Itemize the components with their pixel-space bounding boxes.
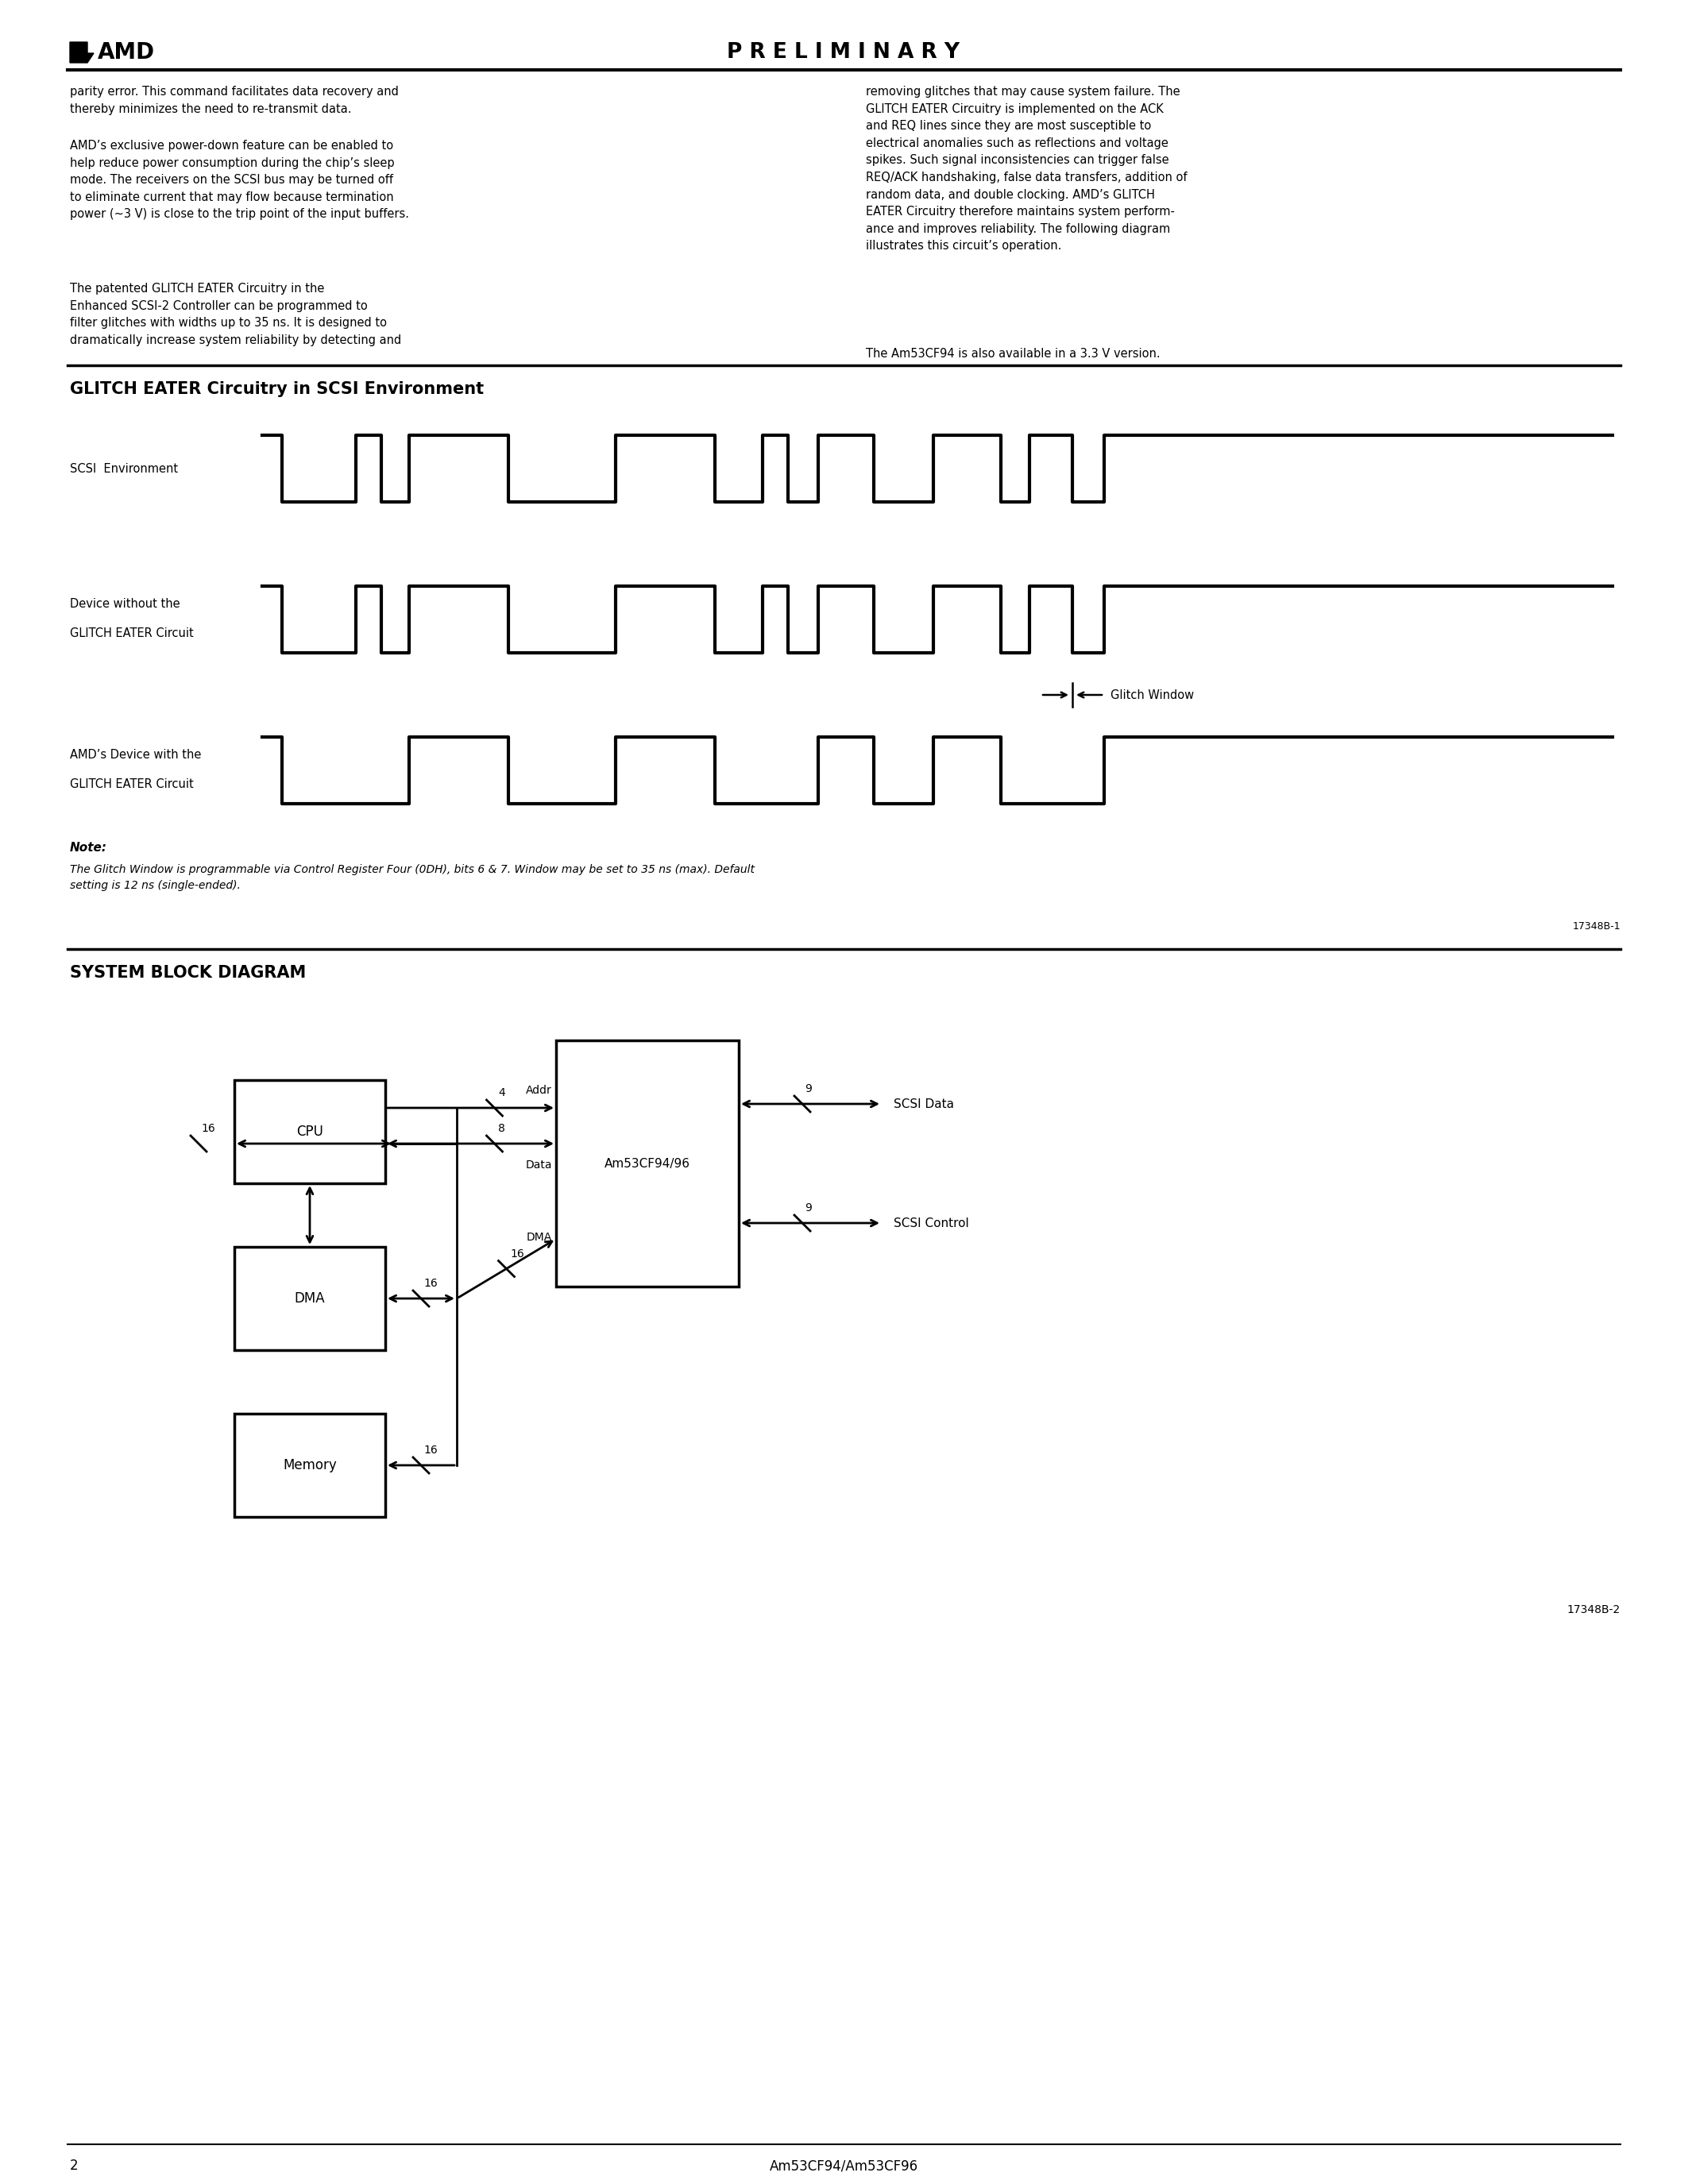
- Bar: [235, 1247, 385, 1350]
- Text: 16: 16: [424, 1278, 437, 1289]
- Text: CPU: CPU: [297, 1125, 324, 1138]
- Text: The Am53CF94 is also available in a 3.3 V version.: The Am53CF94 is also available in a 3.3 …: [866, 347, 1160, 360]
- Text: 16: 16: [424, 1444, 437, 1457]
- Text: removing glitches that may cause system failure. The
GLITCH EATER Circuitry is i: removing glitches that may cause system …: [866, 85, 1187, 251]
- Text: 2: 2: [69, 2158, 78, 2173]
- Text: Glitch Window: Glitch Window: [1111, 688, 1193, 701]
- Bar: [555, 1040, 739, 1286]
- Polygon shape: [69, 41, 95, 63]
- Text: The Glitch Window is programmable via Control Register Four (0DH), bits 6 & 7. W: The Glitch Window is programmable via Co…: [69, 865, 755, 891]
- Text: parity error. This command facilitates data recovery and
thereby minimizes the n: parity error. This command facilitates d…: [69, 85, 398, 116]
- Text: The patented GLITCH EATER Circuitry in the
Enhanced SCSI-2 Controller can be pro: The patented GLITCH EATER Circuitry in t…: [69, 282, 402, 345]
- Text: 4: 4: [498, 1088, 505, 1099]
- Text: SCSI Data: SCSI Data: [893, 1099, 954, 1109]
- Bar: [235, 1081, 385, 1184]
- Text: 9: 9: [805, 1083, 812, 1094]
- Text: AMD’s Device with the: AMD’s Device with the: [69, 749, 201, 760]
- Text: GLITCH EATER Circuit: GLITCH EATER Circuit: [69, 627, 194, 640]
- Text: AMD: AMD: [98, 41, 155, 63]
- Text: AMD’s exclusive power-down feature can be enabled to
help reduce power consumpti: AMD’s exclusive power-down feature can b…: [69, 140, 408, 221]
- Text: SCSI  Environment: SCSI Environment: [69, 463, 177, 474]
- Text: Note:: Note:: [69, 841, 108, 854]
- Text: SCSI Control: SCSI Control: [893, 1216, 969, 1230]
- Text: Memory: Memory: [284, 1459, 336, 1472]
- Text: DMA: DMA: [527, 1232, 552, 1243]
- Text: SYSTEM BLOCK DIAGRAM: SYSTEM BLOCK DIAGRAM: [69, 965, 306, 981]
- Text: 8: 8: [498, 1123, 505, 1133]
- Text: 16: 16: [201, 1123, 214, 1133]
- Text: DMA: DMA: [294, 1291, 326, 1306]
- Text: 16: 16: [510, 1247, 525, 1260]
- Text: P R E L I M I N A R Y: P R E L I M I N A R Y: [728, 41, 960, 63]
- Text: GLITCH EATER Circuit: GLITCH EATER Circuit: [69, 778, 194, 791]
- Text: 17348B-2: 17348B-2: [1566, 1605, 1620, 1616]
- Bar: [235, 1413, 385, 1518]
- Text: Addr: Addr: [527, 1085, 552, 1096]
- Text: GLITCH EATER Circuitry in SCSI Environment: GLITCH EATER Circuitry in SCSI Environme…: [69, 382, 484, 397]
- Text: Data: Data: [525, 1160, 552, 1171]
- Text: Am53CF94/96: Am53CF94/96: [604, 1158, 690, 1168]
- Text: Device without the: Device without the: [69, 598, 181, 609]
- Text: 17348B-1: 17348B-1: [1572, 922, 1620, 933]
- Text: 9: 9: [805, 1203, 812, 1214]
- Text: Am53CF94/Am53CF96: Am53CF94/Am53CF96: [770, 2158, 918, 2173]
